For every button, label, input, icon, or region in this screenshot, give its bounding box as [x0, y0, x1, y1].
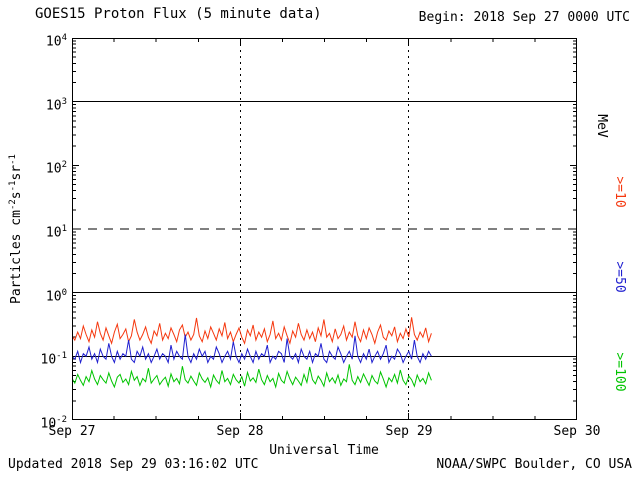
- y-tick-1e2: 102: [45, 160, 67, 177]
- x-tick-sep29: Sep 29: [385, 424, 433, 439]
- x-tick-sep27: Sep 27: [48, 424, 96, 439]
- noaa-credit: NOAA/SWPC Boulder, CO USA: [436, 457, 632, 472]
- series-label-ge50: >=50: [612, 261, 627, 293]
- x-tick-sep28: Sep 28: [216, 424, 264, 439]
- plot-area: [72, 38, 577, 420]
- x-axis-label: Universal Time: [269, 443, 379, 458]
- plot-frame: [72, 38, 577, 420]
- series-label-ge100: >=100: [612, 352, 627, 392]
- y-tick-1e-2: 10-2: [40, 415, 68, 432]
- mev-unit-label: MeV: [594, 114, 609, 138]
- series-ge50-line: [72, 334, 432, 365]
- chart-title: GOES15 Proton Flux (5 minute data): [35, 6, 322, 22]
- y-tick-1e3: 103: [45, 97, 67, 114]
- y-tick-1e-1: 10-1: [40, 351, 68, 368]
- begin-timestamp: Begin: 2018 Sep 27 0000 UTC: [418, 10, 630, 25]
- y-tick-1e1: 101: [45, 224, 67, 241]
- plot-svg: [72, 38, 577, 420]
- x-tick-sep30: Sep 30: [553, 424, 601, 439]
- y-tick-1e4: 104: [45, 33, 67, 50]
- series-label-ge10: >=10: [612, 176, 627, 208]
- series-ge100-line: [72, 364, 432, 389]
- updated-timestamp: Updated 2018 Sep 29 03:16:02 UTC: [8, 457, 259, 472]
- series-ge10-line: [72, 317, 432, 346]
- y-tick-1e0: 100: [45, 288, 67, 305]
